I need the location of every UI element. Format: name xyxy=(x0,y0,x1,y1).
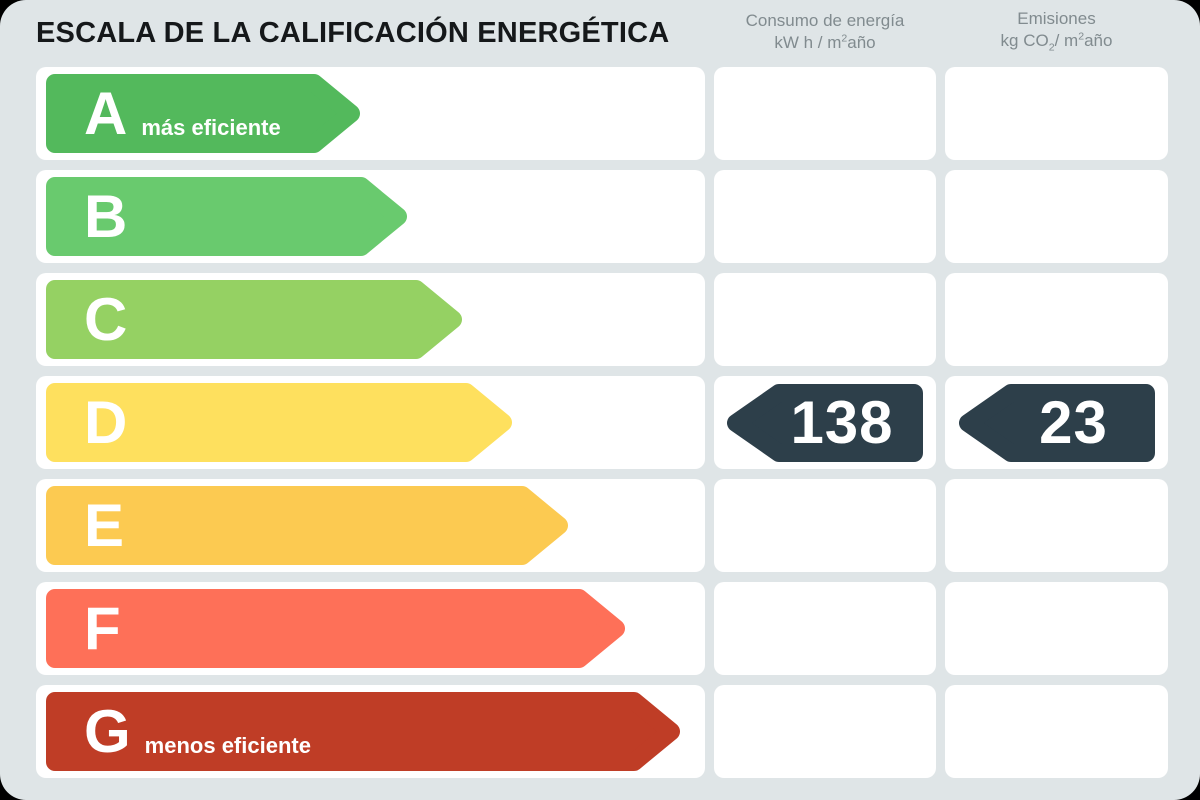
rating-letter: G xyxy=(84,697,131,765)
rating-band-content: D xyxy=(84,376,127,469)
emissions-value-arrow: 23 xyxy=(958,383,1155,462)
emissions-value-cell xyxy=(945,67,1168,160)
rating-row: D 138 23 xyxy=(36,376,1168,469)
emissions-value-cell: 23 xyxy=(945,376,1168,469)
emissions-value-cell xyxy=(945,685,1168,778)
consumption-value-cell: 138 xyxy=(714,376,936,469)
value-arrow-shape xyxy=(958,383,1155,462)
rating-scale-rows: A más eficiente B C xyxy=(36,67,1168,778)
rating-row: B xyxy=(36,170,1168,263)
emissions-value-cell xyxy=(945,479,1168,572)
emissions-value-cell xyxy=(945,582,1168,675)
page-title: ESCALA DE LA CALIFICACIÓN ENERGÉTICA xyxy=(36,17,670,49)
rating-band-cell: G menos eficiente xyxy=(36,685,705,778)
header-row: ESCALA DE LA CALIFICACIÓN ENERGÉTICA Con… xyxy=(36,0,1168,67)
rating-letter: D xyxy=(84,388,128,456)
rating-band-content: G menos eficiente xyxy=(84,685,311,778)
value-text: 138 xyxy=(790,389,894,456)
rating-row: G menos eficiente xyxy=(36,685,1168,778)
rating-note: menos eficiente xyxy=(144,732,311,758)
rating-note: más eficiente xyxy=(141,114,281,140)
rating-band-cell: C xyxy=(36,273,705,366)
rating-letter: A xyxy=(84,79,128,147)
rating-row: C xyxy=(36,273,1168,366)
consumption-value-cell xyxy=(714,273,936,366)
rating-band-content: C xyxy=(84,273,127,366)
emissions-header-line2: kg CO2/ m2año xyxy=(1000,30,1113,54)
rating-band-arrow xyxy=(46,383,512,462)
consumption-value-cell xyxy=(714,685,936,778)
rating-band-content: A más eficiente xyxy=(84,67,281,160)
value-text: 23 xyxy=(1039,389,1108,456)
value-arrow-shape xyxy=(727,383,923,462)
rating-band-content: B xyxy=(84,170,127,263)
consumption-column-header: Consumo de energía kW h / m2año xyxy=(714,10,936,58)
emissions-column-header: Emisiones kg CO2/ m2año xyxy=(945,8,1168,59)
emissions-value-cell xyxy=(945,170,1168,263)
rating-band-cell: F xyxy=(36,582,705,675)
consumption-header-line2: kW h / m2año xyxy=(774,31,876,52)
rating-band-arrow xyxy=(46,280,462,359)
rating-band-arrow xyxy=(46,74,360,153)
rating-band-arrow xyxy=(46,177,407,256)
consumption-value-cell xyxy=(714,67,936,160)
rating-row: E xyxy=(36,479,1168,572)
rating-letter: C xyxy=(84,285,128,353)
rating-letter: F xyxy=(84,594,121,662)
rating-band-arrow xyxy=(46,589,625,668)
rating-row: F xyxy=(36,582,1168,675)
consumption-value-cell xyxy=(714,479,936,572)
consumption-value-arrow: 138 xyxy=(727,383,923,462)
rating-letter: B xyxy=(84,182,128,250)
rating-band-arrow xyxy=(46,486,568,565)
rating-band-cell: D xyxy=(36,376,705,469)
rating-letter: E xyxy=(84,491,125,559)
rating-band-arrow xyxy=(46,692,680,771)
consumption-header-line1: Consumo de energía xyxy=(745,10,905,30)
rating-band-content: E xyxy=(84,479,124,572)
rating-band-cell: E xyxy=(36,479,705,572)
emissions-header-line1: Emisiones xyxy=(1017,9,1096,29)
rating-row: A más eficiente xyxy=(36,67,1168,160)
rating-band-cell: A más eficiente xyxy=(36,67,705,160)
consumption-value-cell xyxy=(714,582,936,675)
consumption-value-cell xyxy=(714,170,936,263)
rating-band-cell: B xyxy=(36,170,705,263)
emissions-value-cell xyxy=(945,273,1168,366)
rating-band-content: F xyxy=(84,582,121,675)
